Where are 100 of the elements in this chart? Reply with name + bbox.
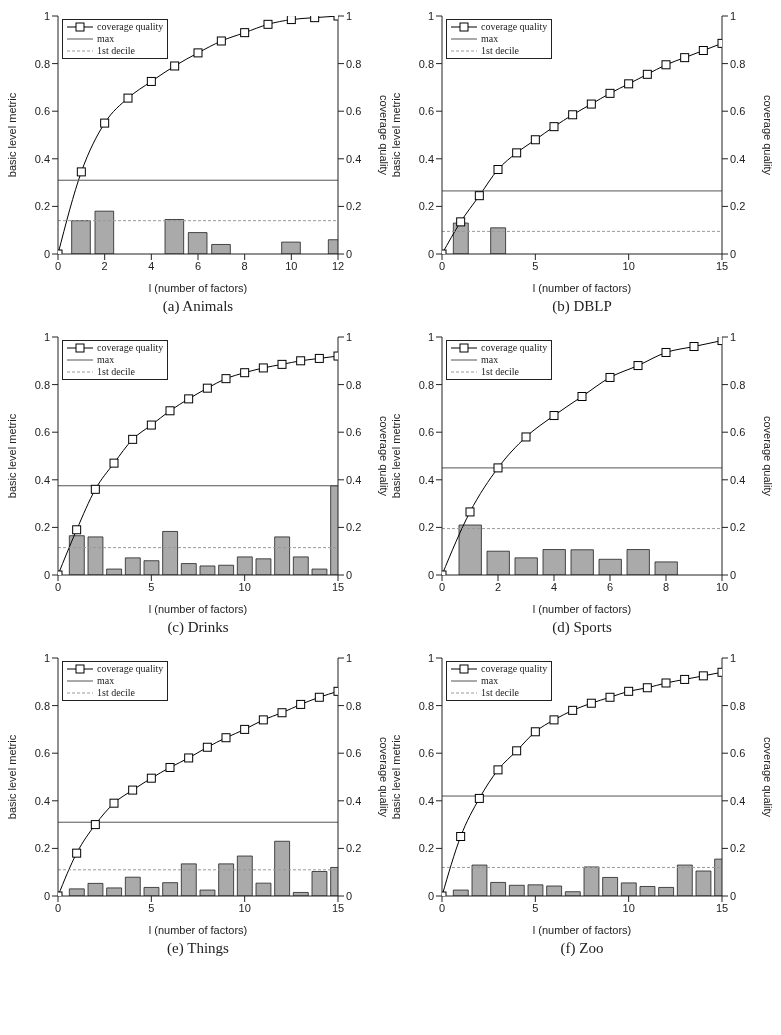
legend-label: max bbox=[97, 33, 115, 45]
x-tick-label: 15 bbox=[331, 901, 345, 914]
y2-tick-label: 0.6 bbox=[730, 747, 746, 760]
y2-tick-label: 0.2 bbox=[730, 200, 746, 213]
point bbox=[680, 53, 690, 63]
point bbox=[314, 353, 324, 363]
y2-tick-label: 0.6 bbox=[730, 105, 746, 118]
y-axis-title: basic level metric bbox=[389, 413, 402, 499]
y2-tick-label: 0.6 bbox=[346, 747, 362, 760]
y2-tick-label: 0.6 bbox=[730, 426, 746, 439]
y2-axis-title: coverage quality bbox=[762, 415, 775, 497]
text: (e) Things bbox=[166, 940, 230, 957]
point bbox=[240, 724, 250, 734]
legend-label: coverage quality bbox=[481, 342, 548, 354]
x-tick-label: 8 bbox=[241, 259, 248, 272]
y-tick-label: 0.8 bbox=[418, 699, 434, 712]
point bbox=[123, 93, 133, 103]
x-tick-label: 4 bbox=[550, 580, 558, 593]
point bbox=[286, 16, 296, 25]
y2-tick-label: 0 bbox=[346, 247, 353, 260]
point bbox=[493, 165, 503, 175]
y-tick-label: 0.6 bbox=[418, 747, 434, 760]
x-tick-label: 15 bbox=[715, 901, 729, 914]
y2-tick-label: 0.2 bbox=[346, 200, 362, 213]
point bbox=[605, 692, 615, 702]
y2-tick-label: 0 bbox=[730, 568, 737, 581]
y-tick-label: 0.8 bbox=[418, 57, 434, 70]
point bbox=[184, 753, 194, 763]
point bbox=[493, 463, 503, 473]
x-tick-label: 0 bbox=[54, 901, 62, 914]
legend-label: max bbox=[481, 354, 499, 366]
point bbox=[258, 715, 268, 725]
point bbox=[549, 122, 559, 132]
y-tick-label: 0.6 bbox=[418, 426, 434, 439]
y2-tick-label: 0.2 bbox=[346, 521, 362, 534]
text: (d) Sports bbox=[551, 619, 613, 636]
point bbox=[184, 394, 194, 404]
y2-tick-label: 0.4 bbox=[730, 794, 746, 807]
point bbox=[221, 374, 231, 384]
legend-label: 1st decile bbox=[481, 45, 520, 57]
legend-label: 1st decile bbox=[481, 366, 520, 378]
legend-label: coverage quality bbox=[481, 663, 548, 675]
point bbox=[689, 342, 699, 352]
legend-label: 1st decile bbox=[97, 366, 136, 378]
x-tick-label: 2 bbox=[101, 259, 108, 272]
point bbox=[661, 678, 671, 688]
x-tick-label: 10 bbox=[622, 259, 635, 272]
point bbox=[165, 406, 175, 416]
legend-label: max bbox=[481, 675, 499, 687]
y-axis-title: basic level metric bbox=[5, 734, 18, 820]
point bbox=[474, 191, 484, 201]
y-tick-label: 1 bbox=[427, 651, 434, 664]
y2-tick-label: 0 bbox=[346, 568, 353, 581]
y2-tick-label: 0.2 bbox=[730, 521, 746, 534]
y2-tick-label: 0.8 bbox=[730, 699, 746, 712]
y2-tick-label: 0.4 bbox=[346, 794, 362, 807]
x-tick-label: 4 bbox=[148, 259, 155, 272]
x-tick-label: 5 bbox=[148, 580, 155, 593]
point bbox=[310, 16, 320, 23]
y2-tick-label: 0 bbox=[730, 247, 737, 260]
y-tick-label: 0.8 bbox=[34, 57, 50, 70]
x-tick-label: 6 bbox=[194, 259, 202, 272]
point bbox=[296, 356, 306, 366]
y2-tick-label: 0.4 bbox=[346, 152, 362, 165]
x-tick-label: 15 bbox=[715, 259, 729, 272]
legend-label: max bbox=[97, 354, 115, 366]
y-tick-label: 0.2 bbox=[34, 842, 50, 855]
point bbox=[216, 36, 226, 46]
point bbox=[146, 773, 156, 783]
x-tick-label: 5 bbox=[532, 259, 539, 272]
point bbox=[605, 88, 615, 98]
y-tick-label: 1 bbox=[427, 9, 434, 22]
point bbox=[624, 686, 634, 696]
y-tick-label: 1 bbox=[427, 330, 434, 343]
y2-tick-label: 0 bbox=[730, 889, 737, 902]
y-tick-label: 0.8 bbox=[34, 378, 50, 391]
x-tick-label: 2 bbox=[494, 580, 502, 593]
point bbox=[146, 76, 156, 86]
y2-tick-label: 0.6 bbox=[346, 426, 362, 439]
y2-tick-label: 1 bbox=[346, 9, 353, 22]
point bbox=[642, 69, 652, 79]
text: (f) Zoo bbox=[559, 940, 605, 957]
y-tick-label: 0.2 bbox=[418, 842, 434, 855]
y-tick-label: 1 bbox=[43, 330, 50, 343]
y2-tick-label: 1 bbox=[730, 651, 737, 664]
point bbox=[193, 48, 203, 58]
y2-axis-title: coverage quality bbox=[378, 94, 391, 176]
point bbox=[170, 61, 180, 71]
x-tick-label: 6 bbox=[606, 580, 614, 593]
text: (a) Animals bbox=[161, 298, 235, 315]
point bbox=[549, 715, 559, 725]
point bbox=[128, 434, 138, 444]
point bbox=[90, 820, 100, 830]
point bbox=[90, 484, 100, 494]
point bbox=[642, 683, 652, 693]
y-tick-label: 0.2 bbox=[34, 521, 50, 534]
point bbox=[202, 742, 212, 752]
y2-tick-label: 1 bbox=[730, 9, 737, 22]
legend-label: coverage quality bbox=[97, 342, 164, 354]
y-tick-label: 0.6 bbox=[34, 426, 50, 439]
